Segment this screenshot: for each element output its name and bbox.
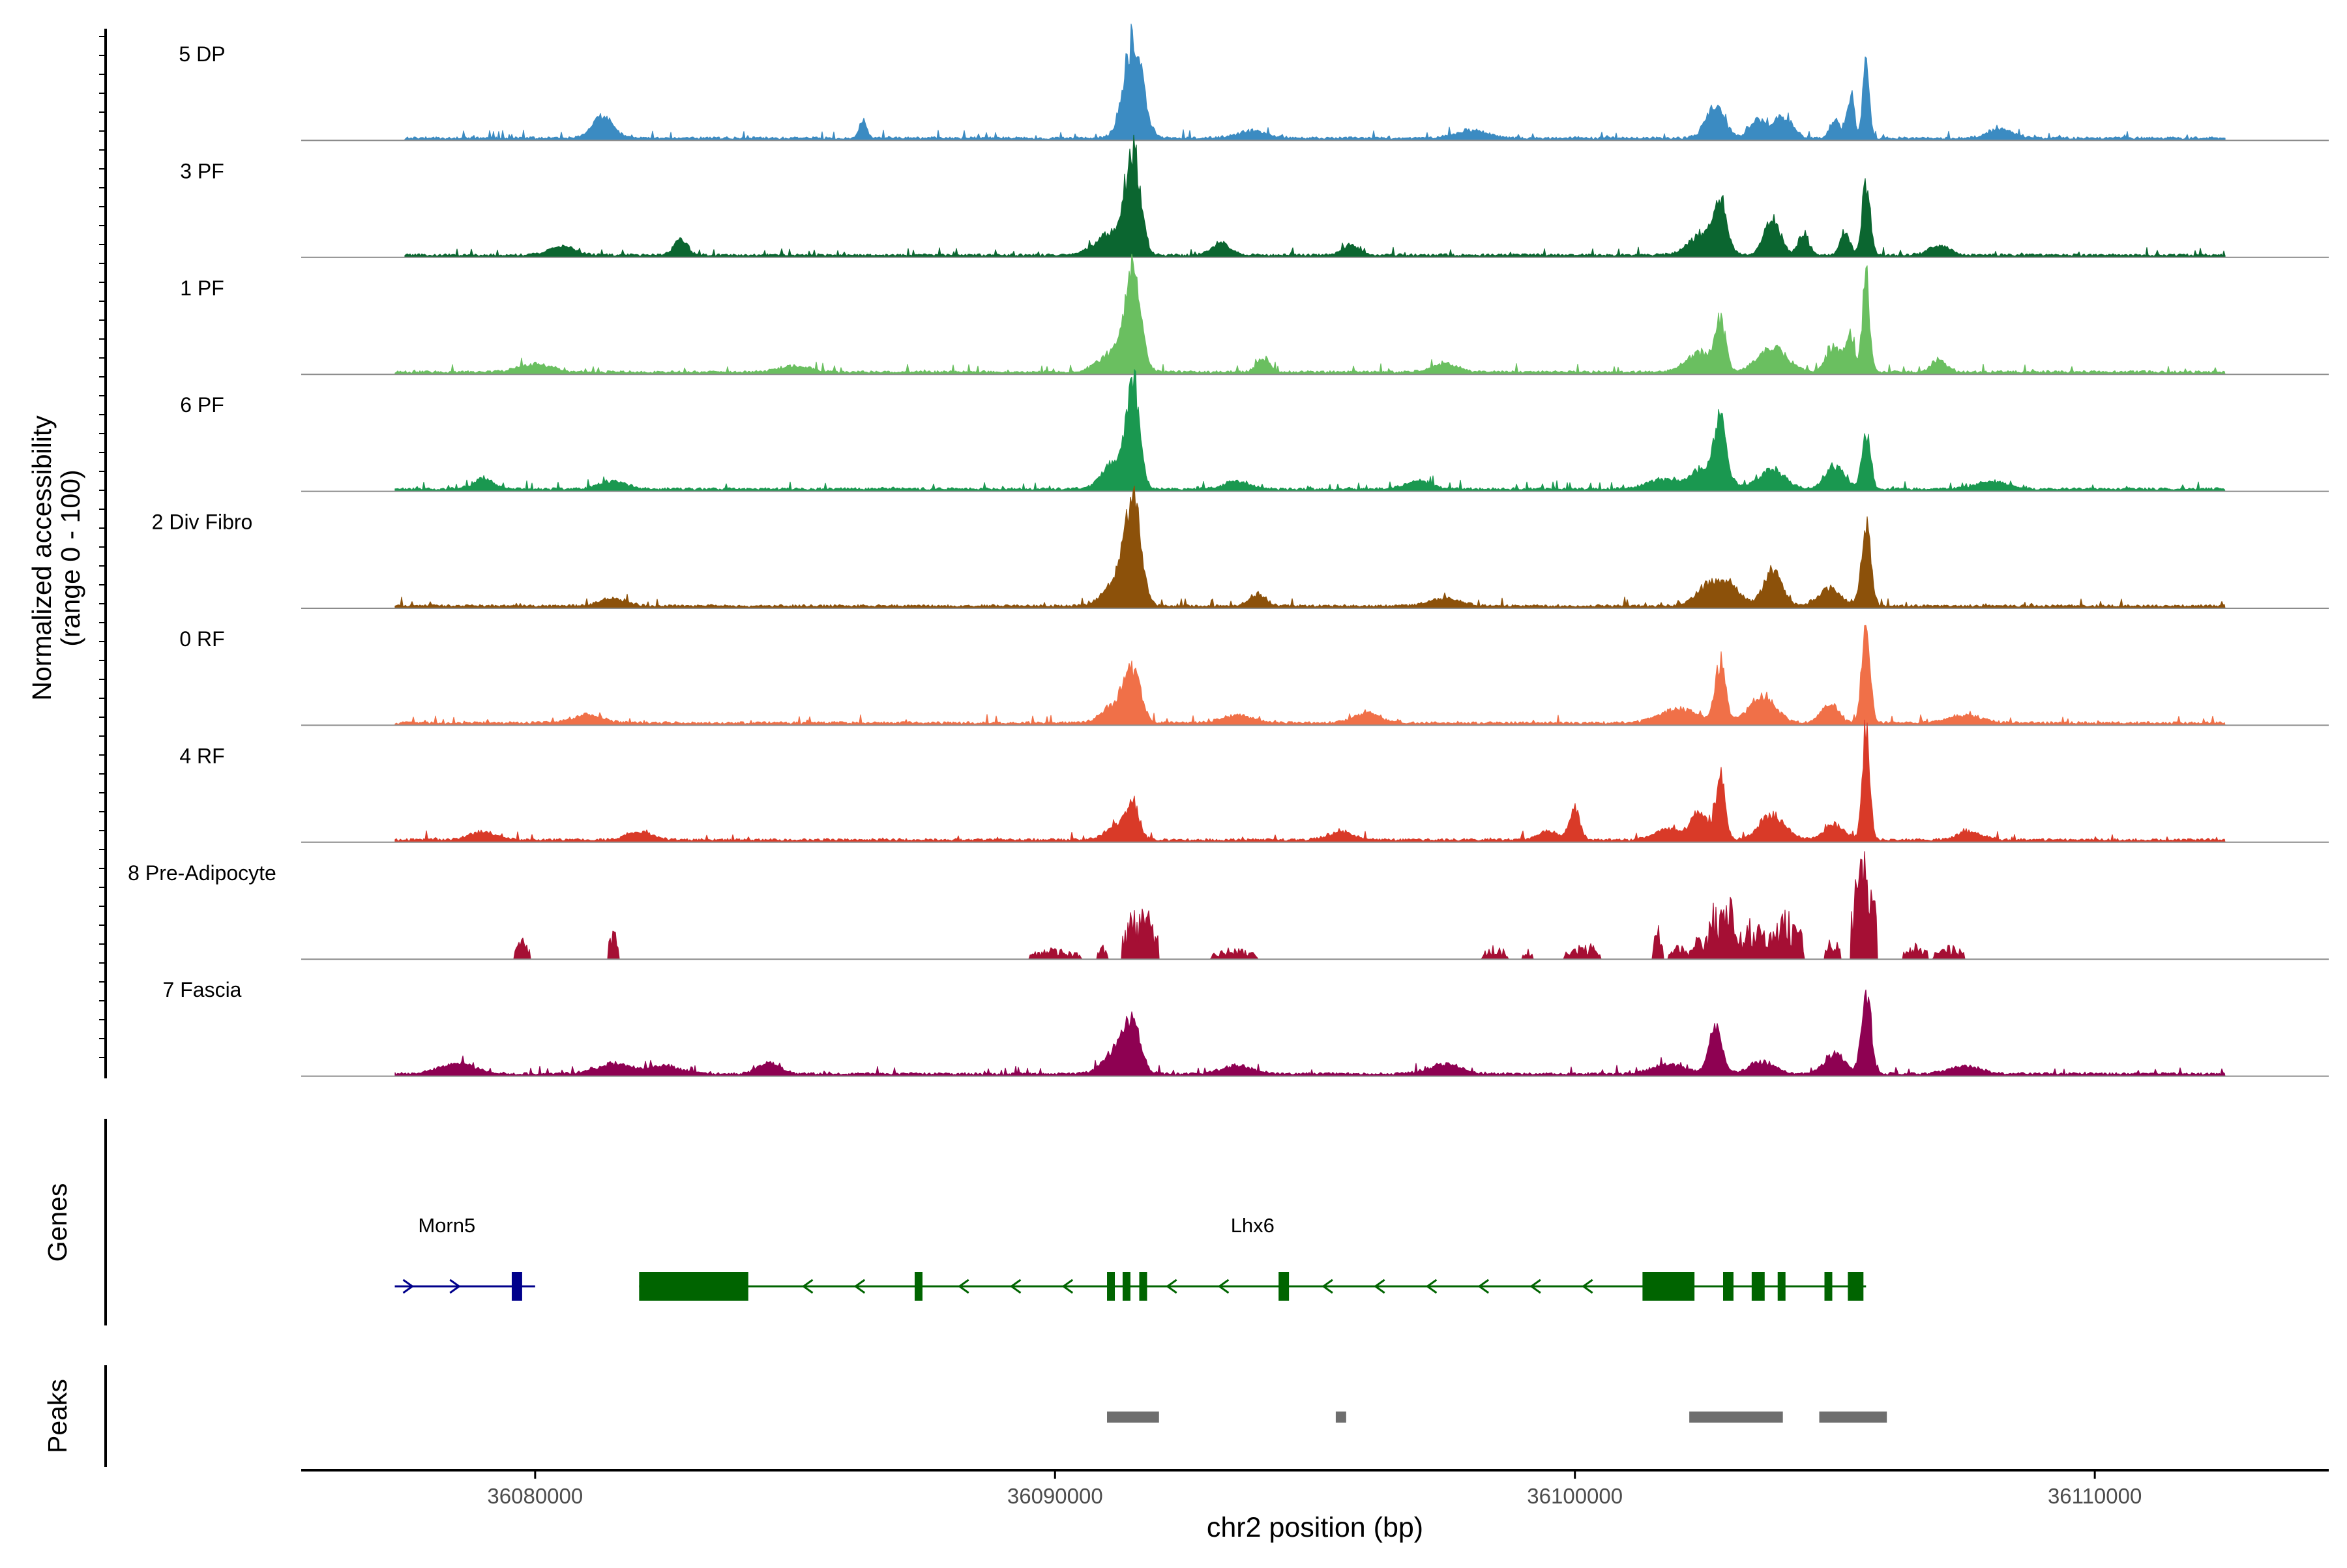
gene-strand-arrow [1166,1279,1177,1294]
coverage-area [394,719,2226,843]
gene-strand-arrow [402,1279,415,1294]
gene-strand-arrow [958,1279,969,1294]
gene-exon [1107,1272,1115,1301]
coverage-area [394,485,2226,609]
track-1-pf: 1 PF [180,254,2329,376]
gene-strand-arrow [1529,1279,1541,1294]
gene-strand-arrow [1009,1279,1022,1294]
coverage-tracks: 5 DP 3 PF 1 PF 6 PF 2 Div Fibro 0 RF 4 RF 8 Pre… [128,23,2329,1077]
gene-exon [914,1272,923,1301]
track-5-dp: 5 DP [179,23,2329,141]
coverage-area [394,254,2226,375]
gene-strand-arrow [801,1279,814,1294]
track-0-rf: 0 RF [179,625,2329,726]
gene-exon [1122,1272,1130,1301]
peaks-panel-label: Peaks [42,1379,72,1453]
gene-strand-arrow [1321,1279,1333,1294]
gene-label: Lhx6 [1231,1214,1275,1237]
gene-exon [1722,1272,1734,1301]
x-tick-label: 36090000 [1007,1484,1103,1508]
gene-exon [1139,1272,1147,1301]
peak-region [1819,1412,1887,1423]
gene-exon [1278,1272,1290,1301]
gene-strand-arrow [1374,1279,1385,1294]
x-axis-ticks: 36080000 36090000 36100000 36110000 [487,1470,2142,1508]
coverage-area [394,369,2226,492]
gene-exon [1777,1272,1786,1301]
track-label: 3 PF [180,159,224,183]
gene-exon [1751,1272,1765,1301]
coverage-area [394,989,2226,1077]
gene-strand-arrow [1582,1279,1593,1294]
coverage-y-axis-ticks [99,36,106,1058]
gene-strand-arrow [1217,1279,1230,1294]
track-label: 2 Div Fibro [152,510,253,534]
track-3-pf: 3 PF [180,134,2329,258]
gene-strand-arrow [1477,1279,1490,1294]
track-label: 7 Fascia [163,978,242,1001]
track-8-pre-adipocyte: 8 Pre-Adipocyte [128,851,2329,960]
track-label: 5 DP [179,42,225,66]
gene-morn5: Morn5 [394,1214,535,1301]
gene-exon [511,1272,522,1301]
gene-exon [1824,1272,1833,1301]
x-axis-title: chr2 position (bp) [1207,1512,1423,1543]
track-4-rf: 4 RF [179,719,2329,843]
coverage-area [394,625,2226,726]
gene-exon [639,1272,748,1301]
y-axis-title: Normalized accessibility [27,415,57,701]
genes-panel-label: Genes [42,1183,72,1262]
y-axis-subtitle: (range 0 - 100) [55,469,85,646]
gene-exon [1642,1272,1695,1301]
coverage-area [404,134,2226,258]
track-label: 0 RF [179,627,224,651]
track-label: 4 RF [179,744,224,767]
peak-regions [1107,1412,1887,1423]
coverage-area [404,23,2226,141]
x-tick-label: 36080000 [487,1484,583,1508]
peak-region [1107,1412,1159,1423]
gene-strand-arrow [1425,1279,1438,1294]
x-tick-label: 36100000 [1527,1484,1623,1508]
track-6-pf: 6 PF [180,369,2329,492]
track-label: 6 PF [180,393,224,417]
gene-label: Morn5 [418,1214,475,1237]
gene-strand-arrow [449,1279,461,1294]
gene-annotations: Morn5 Lhx6 [394,1214,1867,1301]
x-tick-label: 36110000 [2048,1484,2142,1508]
track-7-fascia: 7 Fascia [163,978,2329,1077]
peak-region [1335,1412,1346,1423]
track-2-div-fibro: 2 Div Fibro [152,485,2329,609]
track-label: 1 PF [180,276,224,300]
gene-exon [1848,1272,1864,1301]
gene-strand-arrow [853,1279,866,1294]
peak-region [1689,1412,1783,1423]
track-label: 8 Pre-Adipocyte [128,861,276,885]
gene-lhx6: Lhx6 [639,1214,1867,1301]
gene-strand-arrow [1061,1279,1074,1294]
